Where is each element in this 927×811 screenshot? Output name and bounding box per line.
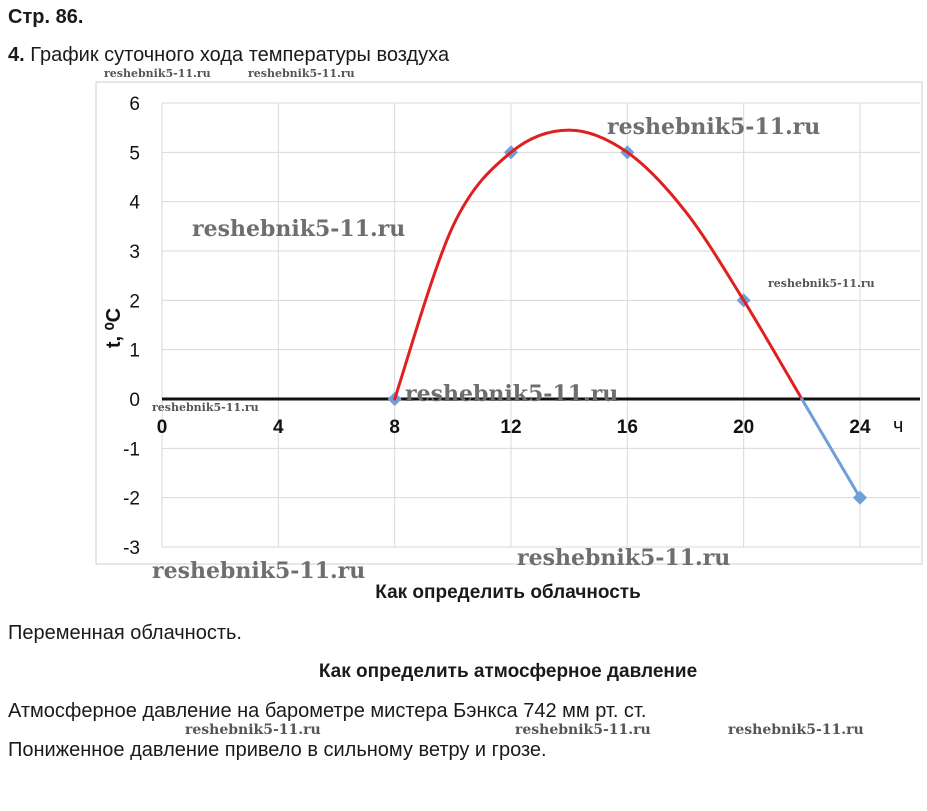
x-tick-label: 16 [617,417,638,438]
watermark: reshebnik5-11.ru [192,216,406,242]
chart-series [162,128,920,505]
watermark: reshebnik5-11.ru [152,558,366,584]
y-tick-label: -3 [123,538,140,559]
task-title-text: График суточного хода температуры воздух… [30,44,450,66]
y-tick-label: 0 [129,390,140,411]
x-tick-label: 8 [389,417,400,438]
page-reference: Стр. 86. [8,6,84,28]
task-number: 4. [8,44,25,66]
watermark: reshebnik5-11.ru [517,545,731,571]
section-heading-cloudiness: Как определить облачность [375,582,641,603]
x-tick-label: 0 [157,417,168,438]
chart-frame [95,81,923,565]
y-tick-label: 4 [129,193,140,214]
watermark: reshebnik5-11.ru [405,381,619,407]
y-tick-label: 3 [129,242,140,263]
task-title: 4. График суточного хода температуры воз… [8,44,449,67]
x-axis-label: ч [893,415,903,437]
x-tick-label: 4 [273,417,284,438]
y-tick-label: 6 [129,94,140,115]
series-line-2 [800,397,862,500]
watermark: reshebnik5-11.ru [728,722,864,738]
watermark: reshebnik5-11.ru [248,67,355,80]
watermark: reshebnik5-11.ru [185,722,321,738]
watermark: reshebnik5-11.ru [152,401,259,414]
watermark: reshebnik5-11.ru [607,114,821,140]
section-heading-pressure: Как определить атмосферное давление [318,661,698,682]
y-tick-label: 5 [129,143,140,164]
pressure-answer-line-1: Атмосферное давление на барометре мистер… [8,700,647,722]
y-tick-label: 1 [129,341,140,362]
temperature-chart: 6 5 4 3 2 1 0 -1 -2 -3 0 4 8 12 16 20 24 t, ⁰C ч [95,81,923,565]
cloudiness-answer: Переменная облачность. [8,622,242,644]
y-tick-label: -2 [123,489,140,510]
y-tick-label: 2 [129,291,140,312]
y-axis-label: t, ⁰C [103,308,125,348]
x-tick-label: 12 [500,417,521,438]
watermark: reshebnik5-11.ru [515,722,651,738]
y-tick-label: -1 [123,439,140,460]
x-tick-label: 20 [733,417,754,438]
series-line-1 [393,128,804,401]
pressure-answer-line-2: Пониженное давление привело в сильному в… [8,739,547,761]
tick-labels: 6 5 4 3 2 1 0 -1 -2 -3 0 4 8 12 16 20 24 [123,94,871,559]
x-tick-label: 24 [849,417,871,438]
watermark: reshebnik5-11.ru [768,277,875,290]
watermark: reshebnik5-11.ru [104,67,211,80]
